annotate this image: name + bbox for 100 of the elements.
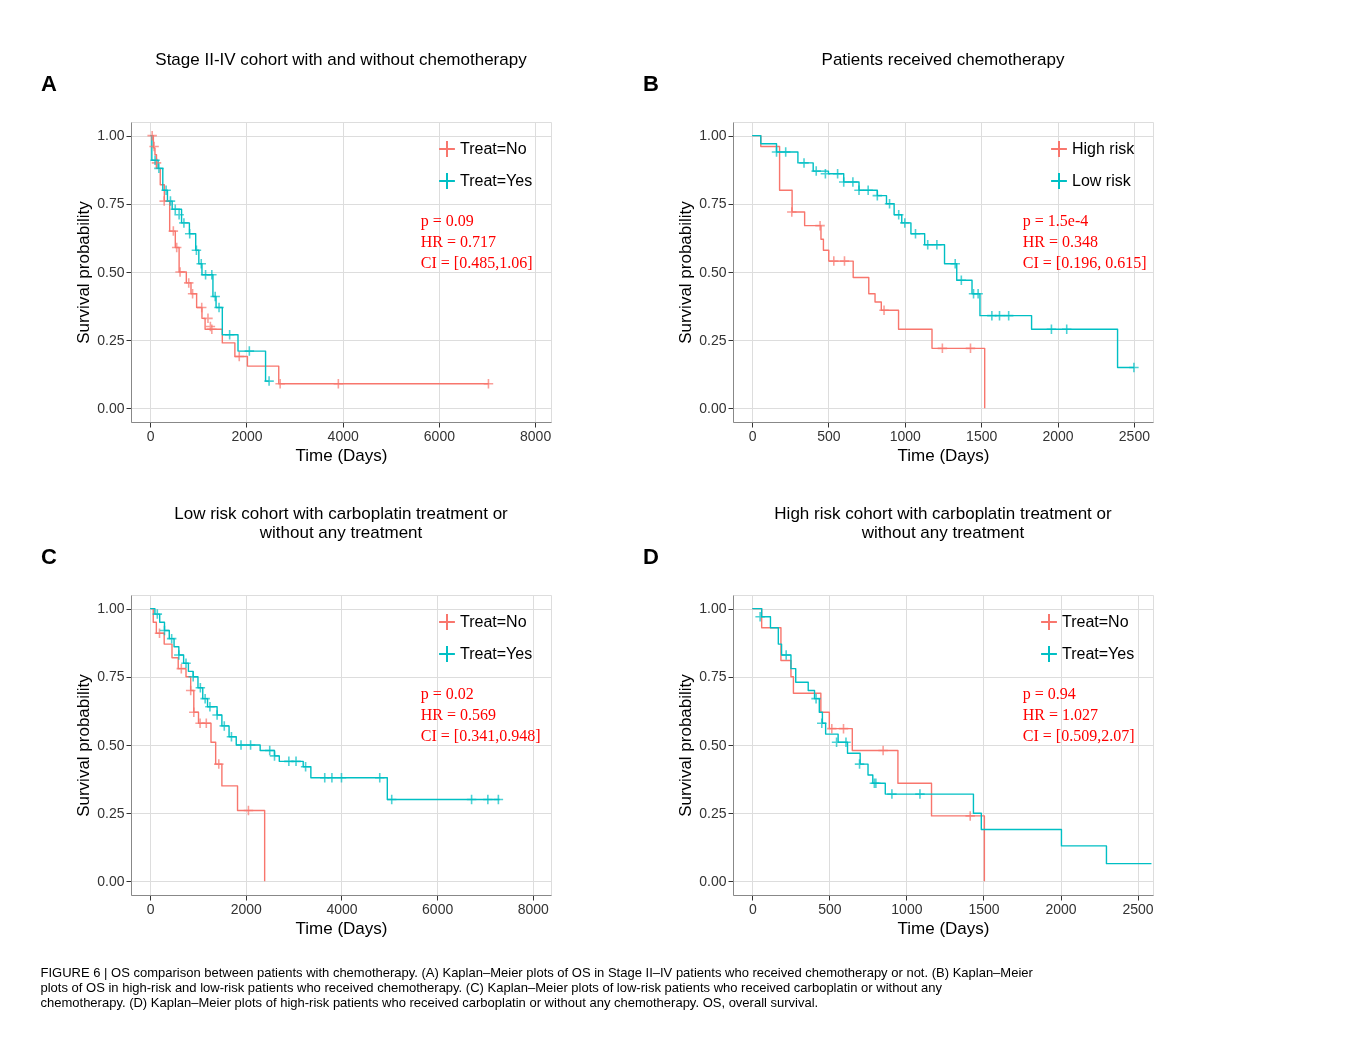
point	[187, 288, 199, 300]
point	[893, 209, 905, 221]
annotation: CI = [0.196, 0.615]	[1022, 254, 1147, 271]
x-tick-label: 8000	[520, 427, 552, 444]
point	[780, 649, 792, 661]
point	[187, 671, 199, 683]
y-tick-label: 0.25	[97, 804, 125, 821]
caption: FIGURE 6 | OS comparison between patients with chemotherapy. (A) Kaplan–Meier plots of OS in Stage II–IV patients who received chemotherapy or not. (B) Kaplan–Meier plots of OS in high-risk and low-risk patients who received chemotherapy. (C) Kaplan–Meier plots of low-risk patients who received carboplatin or without any chemotherapy. (D) Kaplan–Meier plots of high-risk patients who received carboplatin or without any chemotherapy. OS, overall survival.	[40, 964, 1034, 1010]
point	[828, 255, 840, 267]
point	[492, 794, 504, 806]
point	[964, 342, 977, 354]
annotation: p = 0.09	[420, 212, 474, 230]
y-axis-title: Survival probability	[74, 200, 94, 344]
x-axis-title: Time (Days)	[295, 918, 388, 938]
x-tick-label: 6000	[423, 427, 456, 444]
x-tick-label: 1000	[891, 900, 923, 917]
x-axis-title: Time (Days)	[897, 445, 990, 465]
y-tick-label: 0.50	[699, 263, 727, 280]
legend-label: Treat=Yes	[460, 645, 533, 662]
point	[840, 736, 852, 748]
y-tick-label: 1.00	[97, 600, 125, 617]
point	[166, 633, 178, 645]
point	[955, 274, 967, 286]
x-tick-label: 0	[748, 427, 757, 444]
x-tick-label: 0	[146, 427, 155, 444]
legend-label: Treat=Yes	[1062, 645, 1135, 662]
point	[1045, 323, 1057, 335]
point	[190, 244, 202, 256]
point	[374, 772, 386, 784]
point	[780, 146, 792, 158]
point	[195, 258, 207, 270]
x-tick-label: 6000	[422, 900, 454, 917]
y-tick-label: 0.75	[97, 195, 125, 212]
y-tick-label: 0.75	[699, 668, 727, 685]
point	[838, 176, 850, 188]
point	[936, 342, 948, 354]
point	[754, 611, 766, 623]
y-tick-label: 1.00	[699, 600, 727, 617]
y-tick-label: 0.25	[699, 804, 727, 821]
annotation: CI = [0.509,2.07]	[1022, 727, 1135, 744]
legend-label: Treat=No	[1062, 613, 1129, 630]
point	[202, 312, 214, 324]
point	[816, 717, 828, 729]
point	[213, 758, 225, 770]
point	[838, 255, 851, 267]
point	[786, 206, 798, 218]
point	[213, 301, 225, 313]
x-tick-label: 2000	[1045, 900, 1077, 917]
point	[245, 739, 257, 751]
point	[235, 739, 247, 751]
point	[878, 304, 890, 316]
point	[837, 723, 850, 735]
point	[826, 723, 838, 735]
point	[1128, 361, 1140, 373]
point	[218, 720, 230, 732]
y-tick-label: 0.50	[97, 263, 125, 280]
chart-title: High risk cohort with carboplatin treatment or without any treatment	[774, 504, 1112, 542]
x-tick-label: 0	[748, 900, 757, 917]
annotation: p = 1.5e-4	[1022, 212, 1089, 230]
point	[854, 758, 866, 770]
point	[167, 225, 179, 237]
x-tick-label: 2000	[230, 900, 263, 917]
y-tick-label: 0.00	[699, 872, 727, 889]
point	[209, 291, 221, 303]
point	[871, 190, 883, 202]
chart-title: Low risk cohort with carboplatin treatment or without any treatment	[174, 504, 509, 542]
x-tick-label: 2500	[1118, 427, 1151, 444]
legend-label: Low risk	[1072, 172, 1132, 189]
annotation: p = 0.94	[1022, 685, 1076, 703]
point	[922, 239, 934, 251]
point	[263, 375, 275, 387]
point	[482, 794, 494, 806]
point	[386, 794, 398, 806]
y-tick-label: 1.00	[97, 127, 125, 144]
x-axis-title: Time (Days)	[295, 445, 388, 465]
point	[814, 220, 826, 232]
point	[160, 184, 172, 196]
point	[949, 258, 961, 270]
annotation: HR = 1.027	[1022, 706, 1099, 723]
point	[831, 736, 843, 748]
point	[242, 804, 254, 816]
chart-title: Stage II-IV cohort with and without chemotherapy	[155, 50, 528, 69]
point	[183, 277, 195, 289]
chart-title: Patients received chemotherapy	[821, 50, 1065, 69]
annotation: CI = [0.485,1.06]	[420, 254, 533, 271]
point	[810, 693, 822, 705]
point	[884, 198, 896, 210]
x-tick-label: 2500	[1122, 900, 1154, 917]
point	[194, 682, 206, 694]
point	[909, 228, 922, 240]
x-tick-label: 1500	[966, 427, 998, 444]
point	[886, 788, 898, 800]
x-tick-label: 1500	[968, 900, 1000, 917]
point	[200, 717, 212, 729]
point	[972, 288, 984, 300]
point	[225, 731, 237, 743]
annotation: HR = 0.569	[420, 706, 497, 723]
x-tick-label: 500	[818, 900, 842, 917]
point	[233, 351, 245, 363]
point	[184, 228, 196, 240]
